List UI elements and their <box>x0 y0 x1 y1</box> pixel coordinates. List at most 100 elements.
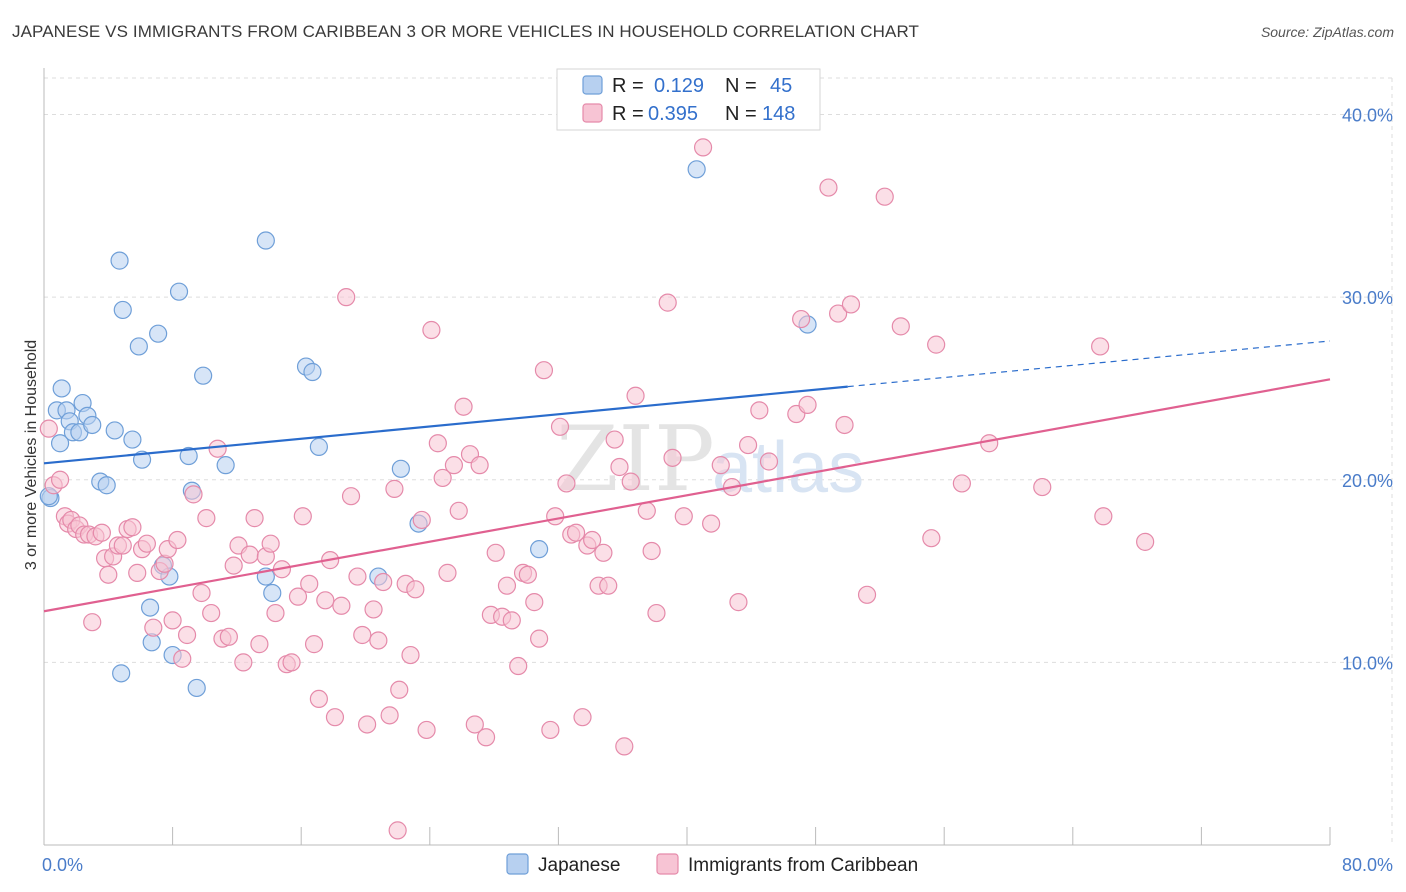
japanese-trend-extension <box>847 340 1331 388</box>
japanese-point-27 <box>216 456 235 475</box>
caribbean-point-105 <box>583 530 602 550</box>
legend-n-value-1: 45 <box>770 75 792 97</box>
caribbean-point-78 <box>438 563 457 582</box>
caribbean-point-102 <box>566 523 586 542</box>
caribbean-point-28 <box>168 530 187 550</box>
legend-r-value-2: 0.395 <box>648 103 698 125</box>
caribbean-point-35 <box>208 439 227 458</box>
caribbean-point-52 <box>300 574 319 593</box>
chart-title: JAPANESE VS IMMIGRANTS FROM CARIBBEAN 3 … <box>12 22 920 41</box>
series-legend-swatch-caribbean <box>656 853 679 875</box>
caribbean-point-91 <box>509 656 528 676</box>
caribbean-point-111 <box>615 737 634 756</box>
japanese-point-15 <box>113 300 132 320</box>
stats-legend: R = 0.129 N = 45 R = 0.395 N = 148 <box>556 68 821 131</box>
caribbean-point-126 <box>750 401 769 420</box>
caribbean-point-83 <box>465 715 484 734</box>
japanese-point-16 <box>123 430 142 449</box>
caribbean-point-114 <box>637 501 656 520</box>
caribbean-point-141 <box>980 434 999 453</box>
caribbean-point-41 <box>240 545 259 564</box>
x-tick-label-max: 80.0% <box>1342 855 1393 875</box>
caribbean-point-145 <box>1136 532 1155 551</box>
caribbean-point-129 <box>792 309 811 329</box>
caribbean-point-54 <box>309 689 328 709</box>
caribbean-point-130 <box>798 395 817 414</box>
caribbean-point-77 <box>433 468 452 488</box>
caribbean-point-80 <box>449 501 468 520</box>
japanese-point-31 <box>303 362 322 382</box>
japanese-point-26 <box>194 366 213 385</box>
caribbean-point-90 <box>502 611 521 630</box>
caribbean-point-142 <box>1033 477 1052 497</box>
y-tick-label-0: 10.0% <box>1342 653 1393 673</box>
caribbean-point-31 <box>184 485 203 504</box>
caribbean-point-87 <box>486 543 505 562</box>
caribbean-point-118 <box>663 448 682 467</box>
caribbean-point-109 <box>605 430 624 449</box>
caribbean-point-137 <box>891 317 910 336</box>
caribbean-point-131 <box>819 178 838 197</box>
japanese-point-2 <box>50 434 70 453</box>
caribbean-point-33 <box>197 509 216 528</box>
caribbean-point-65 <box>369 631 388 650</box>
caribbean-point-45 <box>261 534 280 553</box>
legend-r-value-1: 0.129 <box>654 75 704 97</box>
series-legend: Japanese Immigrants from Caribbean <box>506 853 918 876</box>
caribbean-point-51 <box>293 507 312 526</box>
caribbean-point-81 <box>454 397 473 416</box>
japanese-point-10 <box>83 415 102 435</box>
caribbean-point-76 <box>428 434 447 453</box>
caribbean-point-110 <box>610 457 629 477</box>
japanese-point-17 <box>129 337 148 356</box>
y-tick-label-2: 30.0% <box>1342 288 1393 308</box>
caribbean-point-12 <box>92 523 111 542</box>
caribbean-point-96 <box>534 361 554 380</box>
y-tick-labels: 10.0% 20.0% 30.0% 40.0% <box>1342 106 1393 674</box>
x-tick-labels: 0.0% 80.0% <box>42 855 1393 875</box>
caribbean-point-116 <box>647 603 666 623</box>
caribbean-point-117 <box>658 293 677 312</box>
caribbean-point-0 <box>39 419 58 438</box>
japanese-point-3 <box>52 379 71 398</box>
caribbean-point-132 <box>829 304 848 323</box>
japanese-point-29 <box>263 583 282 603</box>
y-tick-label-3: 40.0% <box>1342 106 1393 126</box>
caribbean-point-68 <box>385 479 404 498</box>
caribbean-point-20 <box>128 563 147 582</box>
caribbean-point-60 <box>341 487 361 506</box>
caribbean-point-134 <box>841 295 861 314</box>
japanese-point-35 <box>530 540 549 559</box>
trend-lines <box>43 340 1331 613</box>
series-legend-label-japanese: Japanese <box>538 855 620 876</box>
caribbean-point-61 <box>348 567 367 586</box>
caribbean-point-93 <box>518 565 537 584</box>
caribbean-point-79 <box>444 456 464 475</box>
japanese-point-23 <box>169 282 189 301</box>
japanese-point-13 <box>105 421 124 440</box>
caribbean-point-53 <box>304 635 324 654</box>
caribbean-point-143 <box>1091 337 1110 356</box>
caribbean-point-135 <box>857 585 877 604</box>
caribbean-point-144 <box>1094 507 1113 526</box>
y-tick-label-1: 20.0% <box>1342 471 1393 491</box>
caribbean-point-22 <box>137 534 156 553</box>
caribbean-point-43 <box>250 635 269 654</box>
caribbean-point-94 <box>525 593 544 612</box>
caribbean-point-85 <box>476 728 496 747</box>
caribbean-point-120 <box>693 138 713 157</box>
series-legend-label-caribbean: Immigrants from Caribbean <box>688 855 918 876</box>
caribbean-point-59 <box>337 288 356 307</box>
japanese-point-12 <box>97 476 116 495</box>
caribbean-point-34 <box>202 603 221 623</box>
japanese-trend-line <box>43 385 848 465</box>
caribbean-point-140 <box>952 474 971 493</box>
caribbean-point-42 <box>245 509 264 528</box>
legend-n-label-2: N = <box>725 103 757 125</box>
caribbean-point-49 <box>282 653 301 672</box>
caribbean-point-69 <box>390 680 409 699</box>
japanese-point-32 <box>309 437 328 456</box>
caribbean-point-98 <box>546 507 565 526</box>
caribbean-point-37 <box>219 627 238 646</box>
